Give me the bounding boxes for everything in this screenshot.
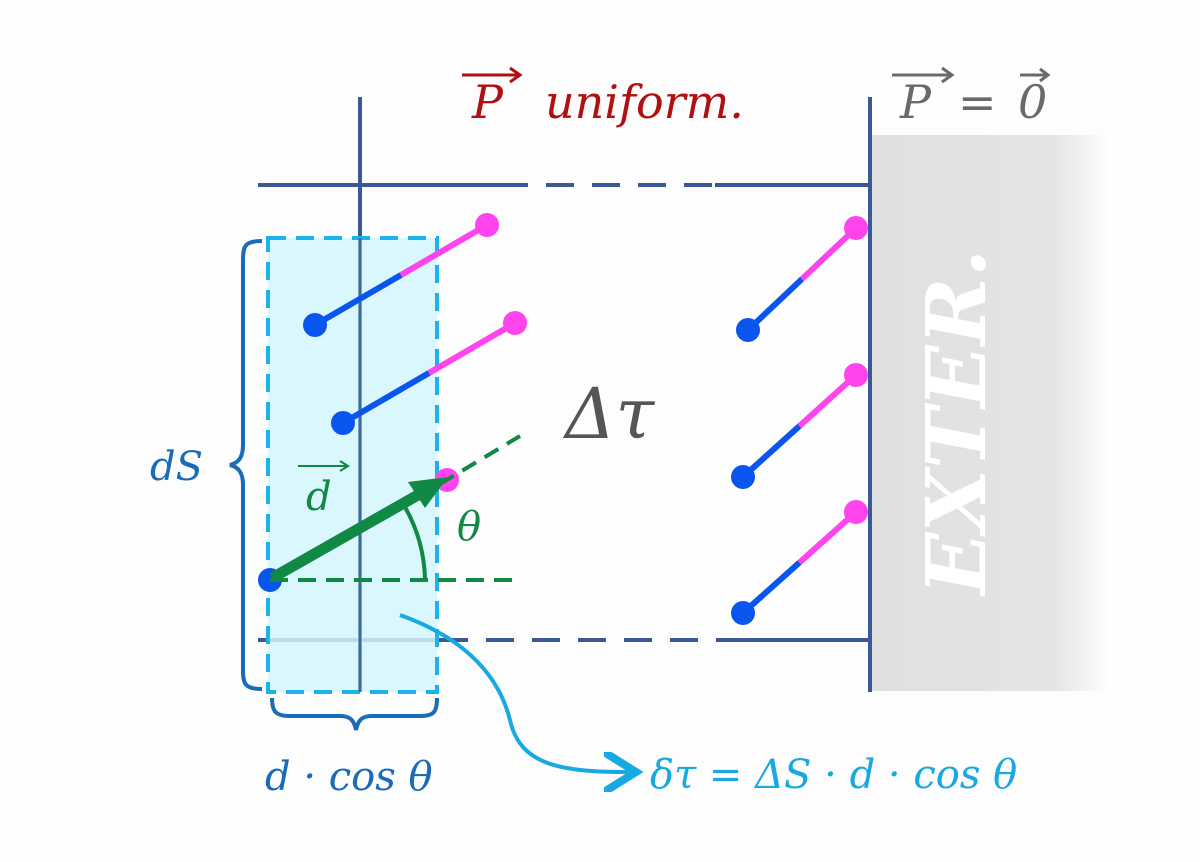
negative-charge <box>331 411 355 435</box>
negative-charge <box>731 465 755 489</box>
dipole-negative-half <box>341 370 431 426</box>
dipole-vector-label: d <box>298 460 350 520</box>
svg-text:=: = <box>958 75 997 129</box>
exterior-condition: P = 0 <box>892 66 1051 129</box>
width-label: d · cos θ <box>265 754 433 800</box>
dipole-positive-half <box>427 320 517 376</box>
svg-text:uniform.: uniform. <box>545 75 744 129</box>
dipole <box>303 213 499 337</box>
dipole-negative-half <box>313 272 403 328</box>
dipole <box>331 311 527 435</box>
formula: δτ = ΔS · d · cos θ <box>650 752 1017 798</box>
angle-label: θ <box>457 504 481 550</box>
dipole <box>736 216 868 342</box>
svg-text:d: d <box>306 474 332 520</box>
positive-charge <box>475 213 499 237</box>
exterior-label: EXTER. <box>909 249 1005 597</box>
dipole-positive-half <box>797 372 859 429</box>
dipole-negative-half <box>745 276 805 333</box>
dipole-vector-arrowhead <box>408 477 448 508</box>
svg-text:P: P <box>899 75 932 129</box>
dipole-negative-half <box>741 560 802 616</box>
positive-charge <box>844 500 868 524</box>
dipole-positive-half <box>399 222 489 278</box>
dipole-axis-extension <box>438 434 522 486</box>
svg-text:P: P <box>471 75 504 129</box>
dipole-negative-half <box>740 423 802 480</box>
dipole-positive-half <box>799 225 859 282</box>
negative-charge <box>736 318 760 342</box>
dipole-vector-arrow <box>269 486 428 583</box>
exterior-region <box>872 135 1112 691</box>
dipole <box>731 363 868 489</box>
formula-pointer-arrow <box>399 613 628 772</box>
dipoles <box>258 213 868 625</box>
title: P uniform. <box>462 66 744 129</box>
angle-arc <box>400 500 427 579</box>
surface-brace <box>229 239 263 691</box>
positive-charge <box>844 363 868 387</box>
surface-label: dS <box>150 444 203 490</box>
svg-text:0: 0 <box>1018 75 1047 129</box>
positive-charge <box>844 216 868 240</box>
dipole <box>731 500 868 625</box>
positive-charge <box>503 311 527 335</box>
width-brace <box>270 697 439 731</box>
negative-charge <box>731 601 755 625</box>
negative-charge <box>303 313 327 337</box>
dipole-positive-half <box>797 509 858 565</box>
volume-label: Δτ <box>562 373 656 455</box>
